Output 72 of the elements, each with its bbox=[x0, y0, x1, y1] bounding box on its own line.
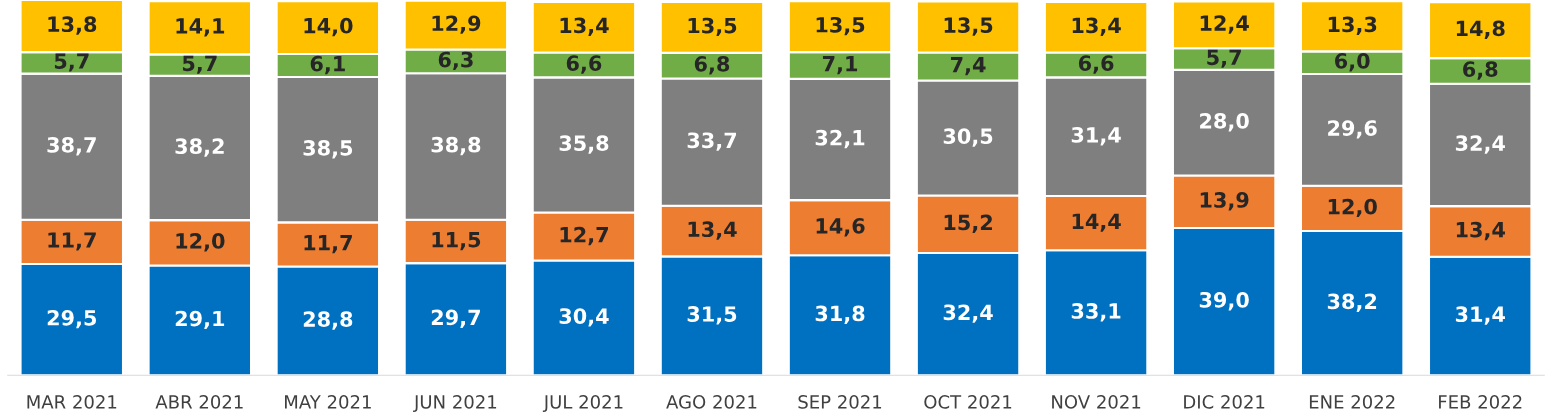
x-tick-label: JUN 2021 bbox=[413, 395, 497, 413]
data-label: 29,7 bbox=[431, 309, 480, 328]
data-label: 5,7 bbox=[1207, 49, 1241, 68]
data-label: 38,8 bbox=[431, 136, 481, 156]
data-label: 14,8 bbox=[1456, 20, 1505, 39]
data-label: 13,9 bbox=[1200, 192, 1249, 211]
data-label: 32,4 bbox=[943, 304, 993, 323]
data-label: 11,7 bbox=[304, 235, 352, 254]
data-label: 7,4 bbox=[951, 57, 986, 76]
data-label: 5,7 bbox=[182, 55, 217, 74]
x-tick-label: OCT 2021 bbox=[924, 395, 1012, 409]
data-label: 13,5 bbox=[816, 16, 865, 36]
x-tick-label: ENE 2022 bbox=[1309, 395, 1395, 409]
data-label: 6,6 bbox=[566, 55, 602, 74]
data-label: 13,5 bbox=[944, 17, 993, 36]
data-label: 11,5 bbox=[432, 232, 481, 251]
data-label: 6,0 bbox=[1335, 52, 1370, 72]
data-label: 6,1 bbox=[310, 55, 345, 75]
x-tick-label: ABR 2021 bbox=[155, 395, 243, 409]
data-label: 14,6 bbox=[816, 217, 865, 237]
data-label: 33,1 bbox=[1071, 303, 1121, 322]
x-tick-label: NOV 2021 bbox=[1052, 395, 1141, 409]
data-label: 12,4 bbox=[1200, 15, 1249, 34]
data-label: 11,7 bbox=[48, 232, 96, 251]
data-label: 13,3 bbox=[1328, 16, 1377, 35]
data-label: 31,8 bbox=[815, 305, 865, 324]
data-label: 6,8 bbox=[1463, 61, 1498, 80]
data-label: 32,4 bbox=[1455, 135, 1505, 154]
data-label: 28,0 bbox=[1200, 113, 1249, 132]
data-label: 15,2 bbox=[944, 214, 992, 233]
data-label: 6,6 bbox=[1078, 55, 1114, 74]
data-label: 30,4 bbox=[559, 308, 609, 327]
data-label: 14,0 bbox=[304, 17, 353, 37]
data-label: 28,8 bbox=[303, 311, 353, 330]
data-label: 13,4 bbox=[560, 17, 609, 36]
data-label: 13,8 bbox=[48, 16, 97, 35]
x-tick-label: FEB 2022 bbox=[1439, 395, 1522, 409]
data-label: 12,0 bbox=[176, 233, 225, 252]
x-tick-label: AGO 2021 bbox=[666, 395, 757, 409]
data-label: 29,5 bbox=[47, 309, 97, 329]
data-label: 14,1 bbox=[176, 18, 225, 37]
x-tick-label: SEP 2021 bbox=[798, 395, 882, 409]
data-label: 7,1 bbox=[822, 56, 858, 75]
data-label: 13,4 bbox=[1072, 17, 1121, 36]
data-label: 31,5 bbox=[687, 306, 737, 325]
x-tick-label: MAR 2021 bbox=[27, 395, 117, 409]
x-tick-label: JUL 2021 bbox=[542, 395, 623, 413]
data-label: 6,3 bbox=[438, 51, 473, 71]
data-label: 39,0 bbox=[1199, 291, 1249, 311]
data-label: 38,2 bbox=[175, 138, 224, 157]
data-label: 12,0 bbox=[1328, 198, 1377, 218]
data-label: 31,4 bbox=[1455, 306, 1505, 325]
data-label: 13,4 bbox=[1456, 221, 1505, 241]
data-label: 29,1 bbox=[175, 310, 225, 330]
data-label: 12,7 bbox=[560, 226, 608, 246]
data-label: 30,5 bbox=[943, 128, 993, 147]
data-label: 35,8 bbox=[559, 135, 609, 154]
data-label: 33,7 bbox=[687, 132, 737, 151]
data-label: 13,5 bbox=[688, 17, 737, 37]
data-label: 38,5 bbox=[303, 139, 353, 159]
data-label: 38,2 bbox=[1327, 293, 1377, 312]
x-tick-label: MAY 2021 bbox=[285, 395, 371, 409]
data-label: 13,4 bbox=[688, 221, 737, 240]
data-label: 6,8 bbox=[694, 55, 730, 75]
data-label: 12,9 bbox=[432, 15, 481, 34]
x-tick-label: DIC 2021 bbox=[1184, 395, 1265, 409]
data-label: 14,4 bbox=[1072, 213, 1121, 232]
data-label: 31,4 bbox=[1071, 126, 1121, 146]
data-label: 5,7 bbox=[54, 53, 89, 72]
data-label: 29,6 bbox=[1328, 120, 1377, 139]
data-label: 32,1 bbox=[815, 129, 865, 149]
data-label: 38,7 bbox=[47, 136, 96, 156]
